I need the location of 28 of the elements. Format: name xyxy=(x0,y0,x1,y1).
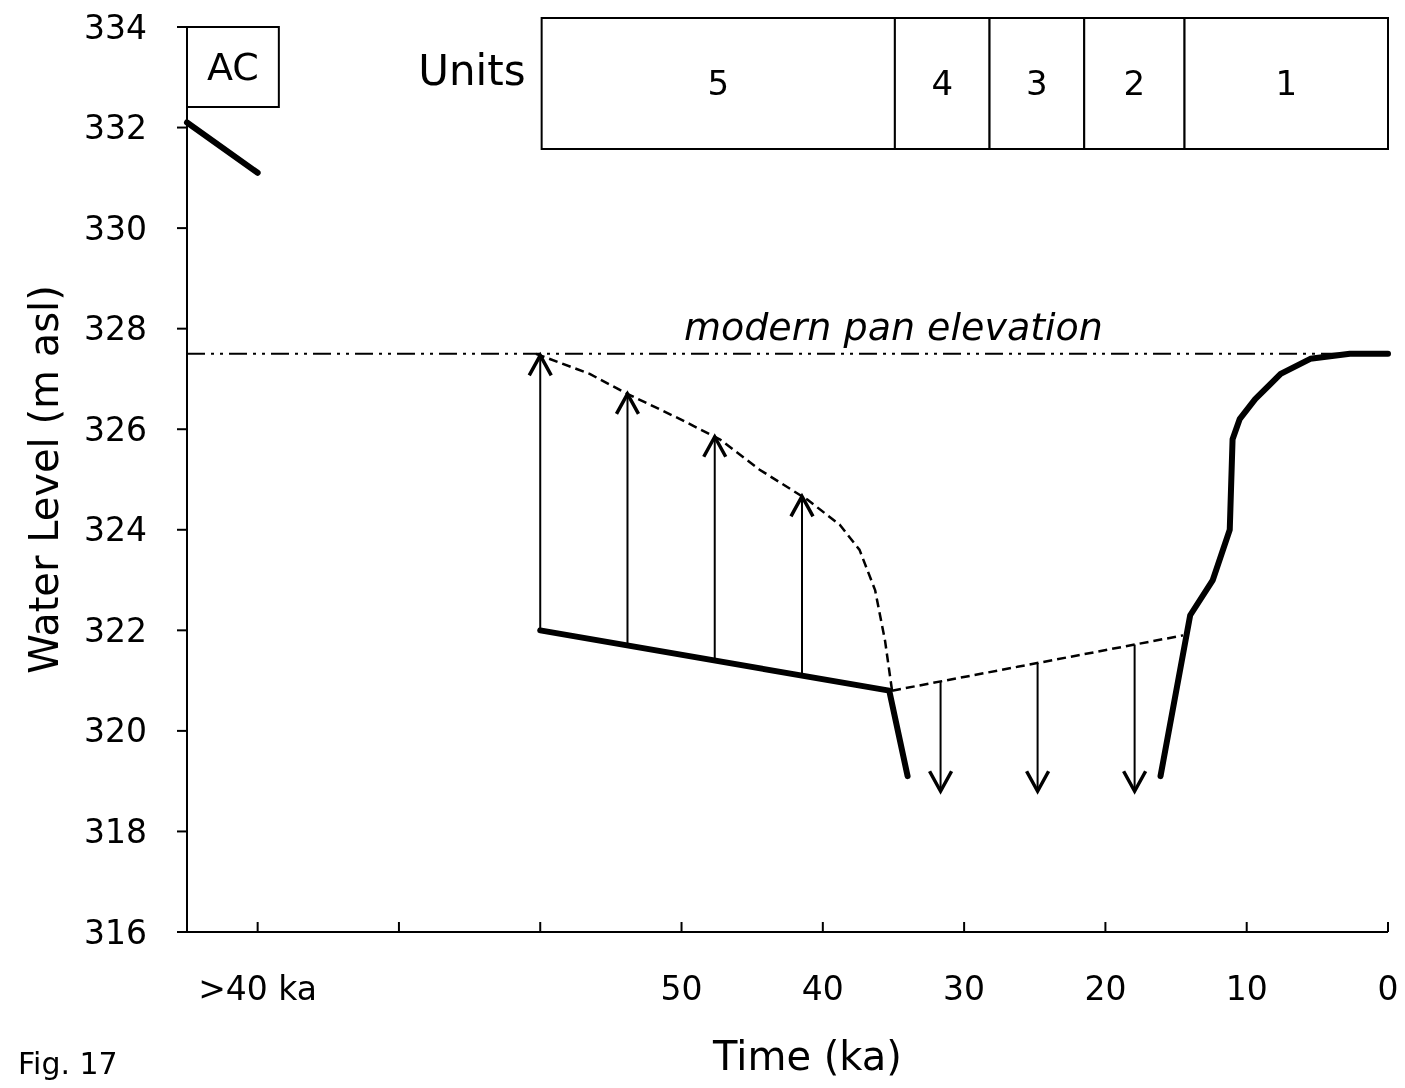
y-tick-label: 328 xyxy=(84,309,147,349)
x-tick-label: 40 xyxy=(801,969,844,1008)
y-tick-label: 332 xyxy=(84,108,147,148)
band-label: 2 xyxy=(1123,63,1146,104)
band-label: 5 xyxy=(707,63,730,104)
annotation: Units xyxy=(418,46,526,95)
y-tick-label: 334 xyxy=(84,7,147,47)
ref-line-label: modern pan elevation xyxy=(683,304,1103,349)
x-tick-label: 0 xyxy=(1377,969,1399,1008)
x-tick-label: 50 xyxy=(660,969,703,1008)
y-tick-label: 320 xyxy=(84,711,147,751)
y-tick-label: 316 xyxy=(84,912,147,952)
caption: Fig. 17 xyxy=(18,1046,118,1081)
y-tick-label: 326 xyxy=(84,409,147,449)
band-label: AC xyxy=(206,45,259,90)
x-tick-label: 30 xyxy=(943,969,986,1008)
y-tick-label: 318 xyxy=(84,811,147,851)
y-tick-label: 322 xyxy=(84,610,147,650)
band-label: 3 xyxy=(1026,63,1048,104)
band-label: 4 xyxy=(931,63,954,104)
y-tick-label: 324 xyxy=(84,510,147,550)
x-axis-title: Time (ka) xyxy=(712,1033,902,1079)
x-tick-label: 20 xyxy=(1084,969,1127,1008)
x-tick-label: >40 ka xyxy=(198,969,318,1008)
x-tick-label: 10 xyxy=(1225,969,1268,1008)
y-tick-label: 330 xyxy=(84,208,147,248)
band-label: 1 xyxy=(1275,63,1298,104)
y-axis-title: Water Level (m asl) xyxy=(21,285,67,674)
